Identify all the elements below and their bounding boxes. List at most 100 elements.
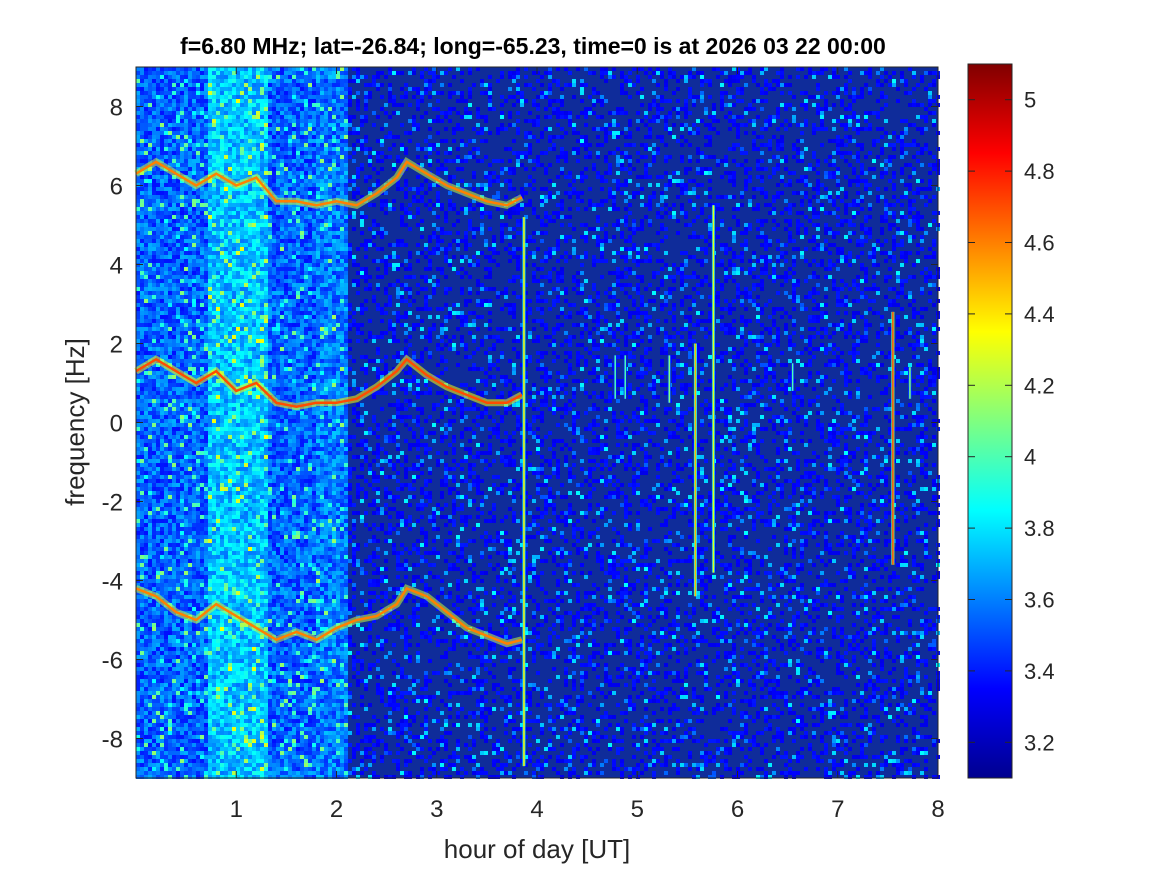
heatmap-cell [212, 119, 216, 123]
heatmap-cell [184, 687, 188, 691]
heatmap-cell [248, 95, 252, 99]
heatmap-cell [156, 463, 160, 467]
heatmap-cell [196, 767, 200, 771]
heatmap-cell [196, 283, 200, 287]
heatmap-cell [184, 587, 188, 591]
heatmap-cell [228, 711, 232, 715]
heatmap-cell [156, 579, 160, 583]
heatmap-cell [240, 95, 244, 99]
heatmap-cell [200, 219, 204, 223]
heatmap-cell [196, 139, 200, 143]
heatmap-cell [208, 267, 212, 271]
heatmap-cell [232, 703, 236, 707]
heatmap-cell [208, 67, 212, 71]
heatmap-cell [232, 751, 236, 755]
heatmap-cell [196, 215, 200, 219]
heatmap-cell [196, 363, 200, 367]
heatmap-cell [136, 303, 140, 307]
heatmap-cell [196, 487, 200, 491]
heatmap-cell [148, 687, 152, 691]
heatmap-cell [188, 591, 192, 595]
heatmap-cell [160, 519, 164, 523]
heatmap-cell [212, 135, 216, 139]
heatmap-cell [140, 215, 144, 219]
heatmap-cell [192, 207, 196, 211]
heatmap-cell [200, 503, 204, 507]
heatmap-cell [196, 599, 200, 603]
heatmap-cell [244, 575, 248, 579]
heatmap-cell [204, 663, 208, 667]
heatmap-cell [232, 423, 236, 427]
heatmap-cell [160, 179, 164, 183]
heatmap-cell [236, 731, 240, 735]
heatmap-cell [228, 327, 232, 331]
heatmap-cell [140, 727, 144, 731]
heatmap-cell [196, 643, 200, 647]
heatmap-cell [240, 495, 244, 499]
heatmap-cell [136, 671, 140, 675]
heatmap-cell [148, 403, 152, 407]
heatmap-cell [140, 403, 144, 407]
heatmap-cell [160, 499, 164, 503]
heatmap-cell [228, 547, 232, 551]
heatmap-cell [164, 679, 168, 683]
heatmap-cell [168, 583, 172, 587]
heatmap-cell [148, 259, 152, 263]
heatmap-cell [204, 271, 208, 275]
heatmap-cell [216, 179, 220, 183]
heatmap-cell [208, 103, 212, 107]
heatmap-cell [224, 599, 228, 603]
heatmap-cell [204, 719, 208, 723]
heatmap-cell [216, 347, 220, 351]
heatmap-cell [200, 227, 204, 231]
heatmap-cell [168, 735, 172, 739]
heatmap-cell [172, 535, 176, 539]
heatmap-cell [160, 247, 164, 251]
heatmap-cell [240, 663, 244, 667]
heatmap-cell [148, 327, 152, 331]
heatmap-cell [136, 651, 140, 655]
heatmap-cell [236, 215, 240, 219]
heatmap-cell [224, 295, 228, 299]
heatmap-cell [176, 339, 180, 343]
heatmap-cell [156, 743, 160, 747]
heatmap-cell [180, 747, 184, 751]
heatmap-cell [184, 119, 188, 123]
heatmap-cell [192, 699, 196, 703]
heatmap-cell [140, 187, 144, 191]
heatmap-cell [224, 623, 228, 627]
heatmap-cell [224, 715, 228, 719]
heatmap-cell [192, 759, 196, 763]
heatmap-cell [180, 115, 184, 119]
heatmap-cell [164, 399, 168, 403]
heatmap-cell [184, 403, 188, 407]
heatmap-cell [136, 451, 140, 455]
heatmap-cell [136, 159, 140, 163]
heatmap-cell [140, 375, 144, 379]
heatmap-cell [160, 303, 164, 307]
heatmap-cell [152, 227, 156, 231]
heatmap-cell [176, 355, 180, 359]
heatmap-cell [160, 727, 164, 731]
heatmap-cell [172, 199, 176, 203]
heatmap-cell [136, 227, 140, 231]
heatmap-cell [156, 407, 160, 411]
heatmap-cell [152, 551, 156, 555]
heatmap-cell [140, 443, 144, 447]
heatmap-cell [144, 739, 148, 743]
heatmap-cell [172, 243, 176, 247]
heatmap-cell [228, 227, 232, 231]
heatmap-cell [180, 71, 184, 75]
heatmap-cell [140, 275, 144, 279]
heatmap-cell [228, 539, 232, 543]
heatmap-cell [180, 695, 184, 699]
heatmap-cell [244, 463, 248, 467]
heatmap-cell [240, 155, 244, 159]
heatmap-cell [188, 455, 192, 459]
heatmap-cell [224, 587, 228, 591]
heatmap-cell [212, 163, 216, 167]
heatmap-cell [224, 203, 228, 207]
heatmap-cell [160, 583, 164, 587]
heatmap-cell [220, 211, 224, 215]
heatmap-cell [204, 723, 208, 727]
